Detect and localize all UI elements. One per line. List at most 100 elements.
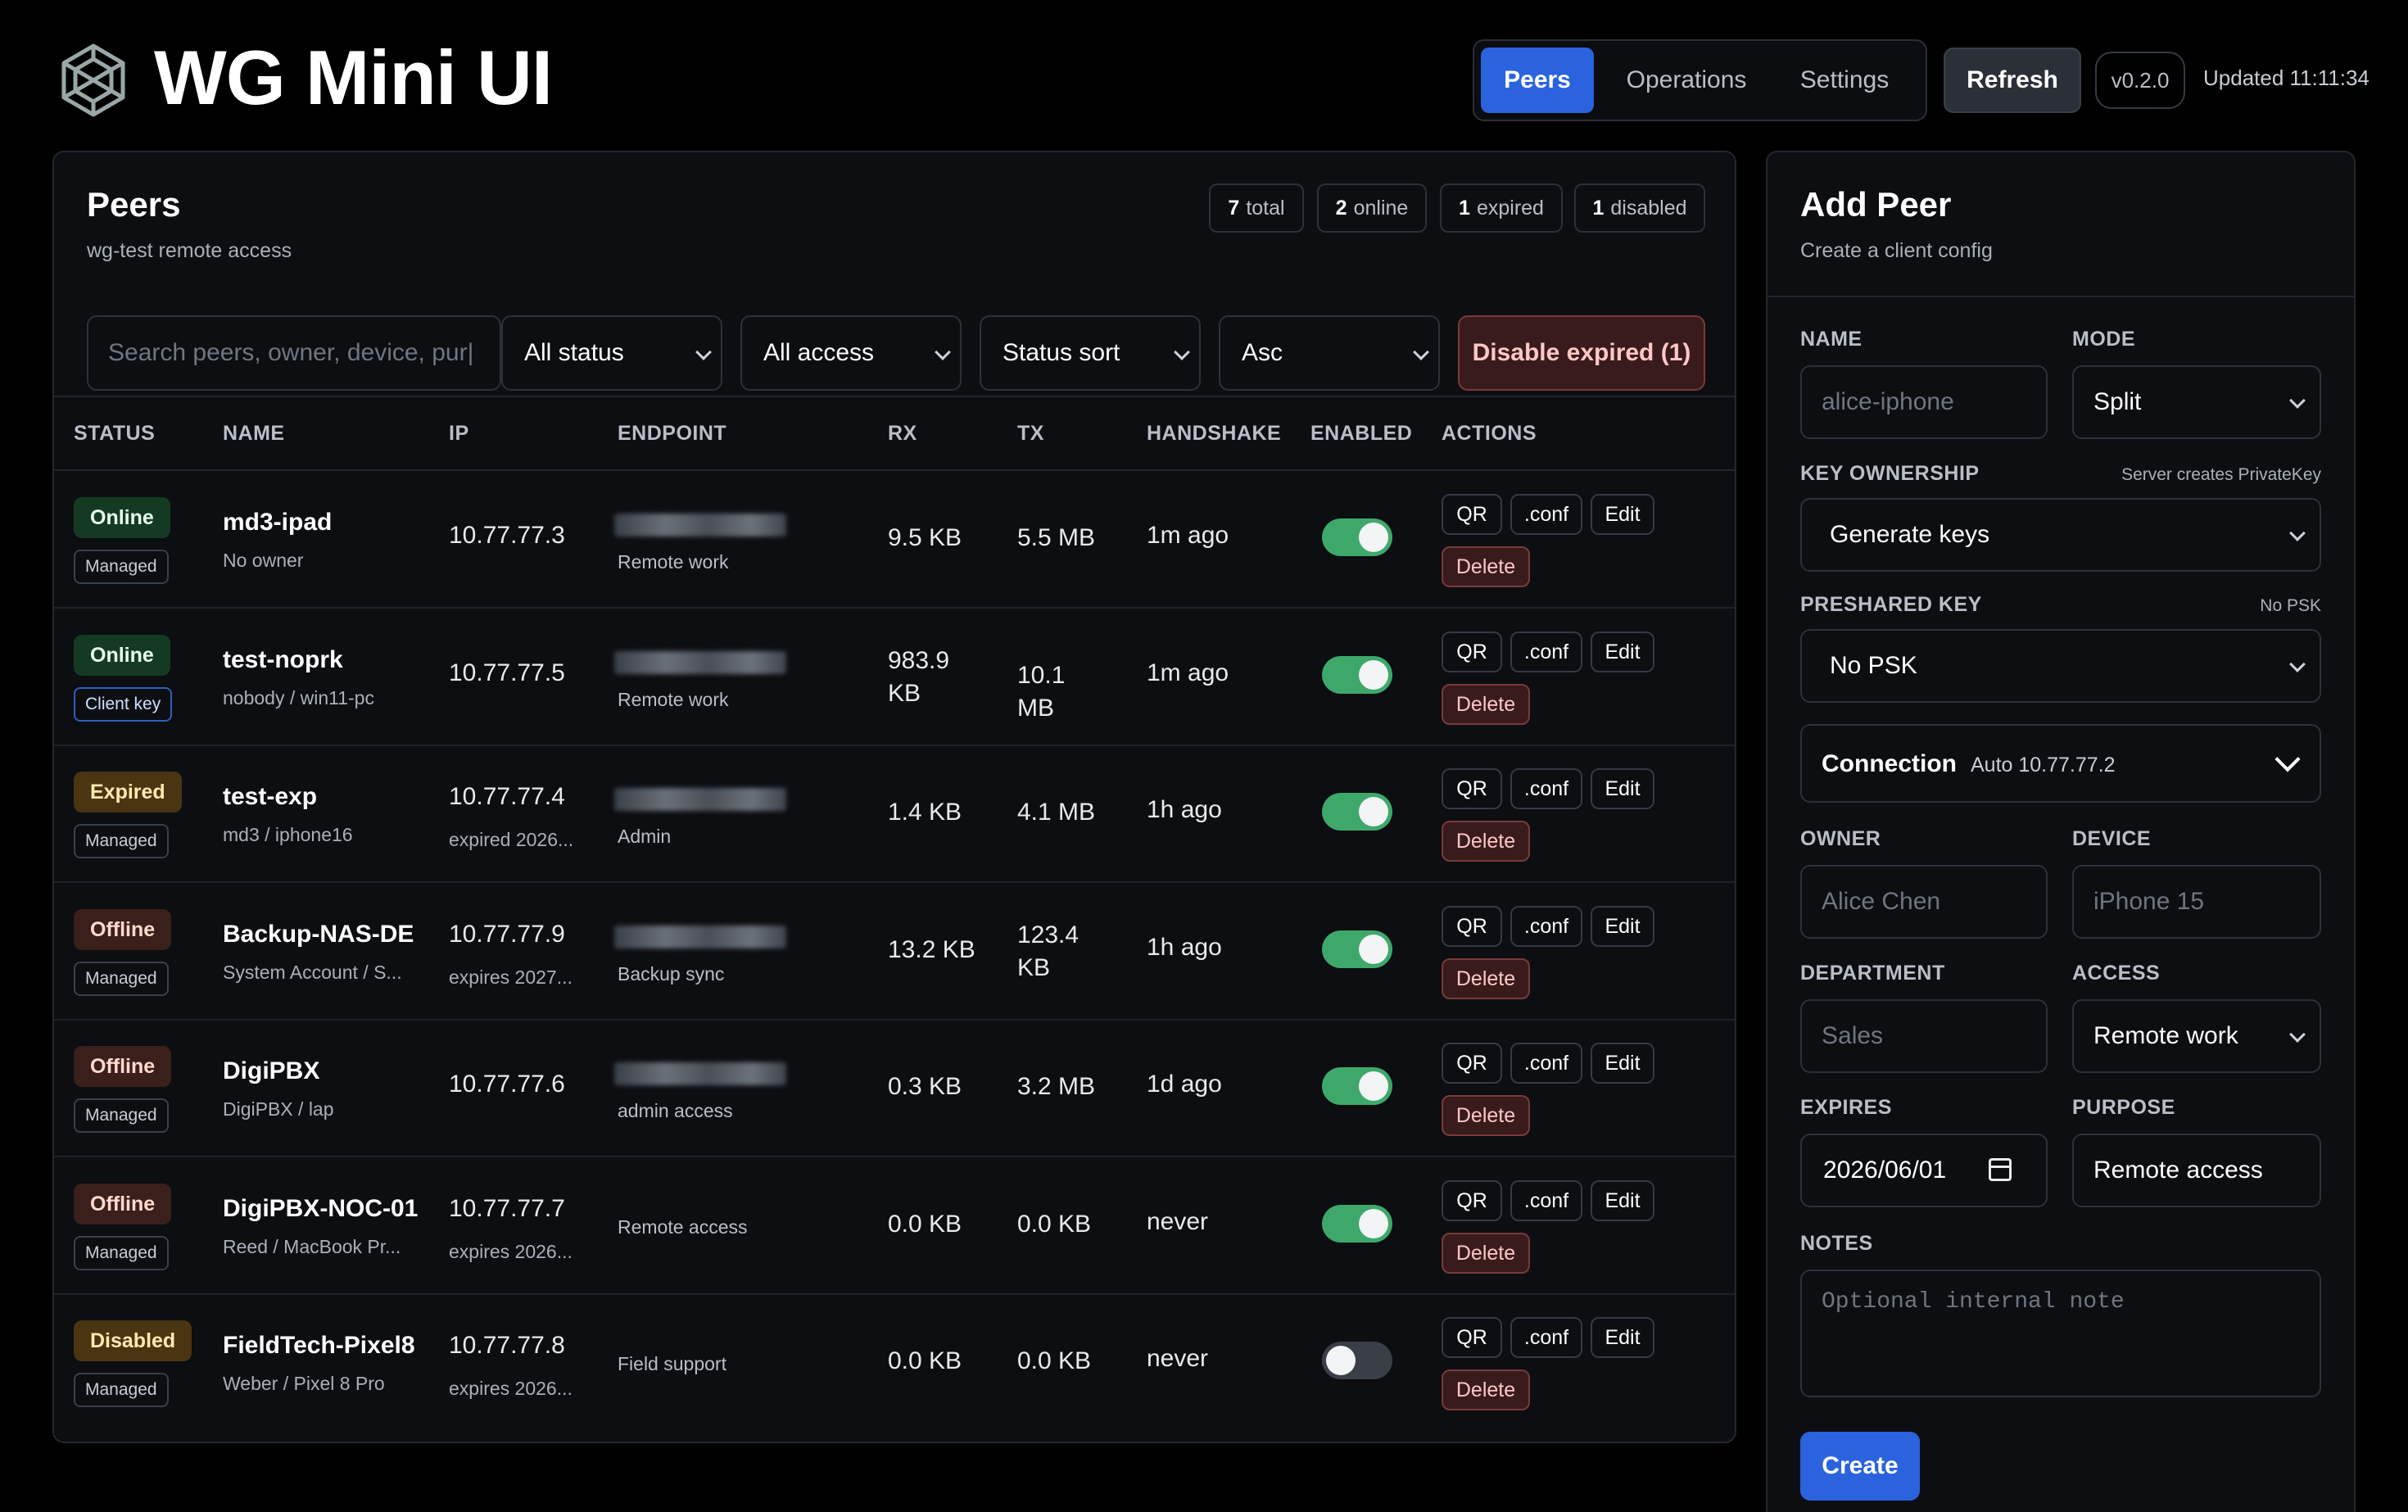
delete-button[interactable]: Delete (1442, 1095, 1530, 1136)
key-ownership-select[interactable]: Generate keys (1800, 498, 2321, 572)
enabled-toggle[interactable] (1322, 518, 1392, 556)
qr-button[interactable]: QR (1442, 905, 1502, 947)
handshake-value: 1m ago (1147, 522, 1229, 549)
chevron-down-icon (935, 344, 951, 360)
qr-button[interactable]: QR (1442, 494, 1502, 535)
download-conf-button[interactable]: .conf (1510, 768, 1582, 809)
connection-title: Connection (1822, 750, 1957, 777)
expires-date-input[interactable]: 2026/06/01 (1800, 1134, 2048, 1207)
qr-button[interactable]: QR (1442, 1043, 1502, 1084)
department-input[interactable]: Sales (1800, 999, 2048, 1073)
key-type-badge: Managed (74, 824, 169, 858)
edit-button[interactable]: Edit (1591, 1317, 1654, 1358)
col-tx[interactable]: TX (1017, 422, 1044, 445)
header: WG Mini UI Peers Operations Settings Ref… (0, 0, 2408, 147)
col-name[interactable]: NAME (223, 422, 285, 445)
delete-button[interactable]: Delete (1442, 1232, 1530, 1274)
download-conf-button[interactable]: .conf (1510, 1179, 1582, 1221)
handshake-value: 1h ago (1147, 796, 1222, 823)
nav-operations-tab[interactable]: Operations (1626, 66, 1747, 93)
download-conf-button[interactable]: .conf (1510, 494, 1582, 535)
download-conf-button[interactable]: .conf (1510, 1043, 1582, 1084)
tx-value: 0.0 KB (1017, 1347, 1092, 1374)
peer-name[interactable]: md3-ipad (223, 509, 333, 536)
order-select[interactable]: Asc (1219, 315, 1440, 391)
col-actions: ACTIONS (1442, 422, 1537, 445)
mode-select[interactable]: Split (2072, 365, 2321, 439)
psk-select[interactable]: No PSK (1800, 629, 2321, 703)
status-badge: Online (74, 497, 170, 538)
owner-input[interactable]: Alice Chen (1800, 865, 2048, 939)
enabled-toggle[interactable] (1322, 1067, 1392, 1105)
key-ownership-label: KEY OWNERSHIP (1800, 462, 1980, 485)
qr-button[interactable]: QR (1442, 631, 1502, 672)
status-badge: Offline (74, 1183, 172, 1225)
qr-button[interactable]: QR (1442, 1317, 1502, 1358)
col-handshake[interactable]: HANDSHAKE (1147, 422, 1282, 445)
delete-button[interactable]: Delete (1442, 683, 1530, 725)
edit-button[interactable]: Edit (1591, 1043, 1654, 1084)
peer-name[interactable]: DigiPBX (223, 1057, 320, 1084)
col-ip[interactable]: IP (449, 422, 469, 445)
edit-button[interactable]: Edit (1591, 1179, 1654, 1221)
access-filter-select[interactable]: All access (740, 315, 962, 391)
download-conf-button[interactable]: .conf (1510, 1317, 1582, 1358)
edit-button[interactable]: Edit (1591, 768, 1654, 809)
handshake-value: 1d ago (1147, 1071, 1222, 1098)
download-conf-button[interactable]: .conf (1510, 905, 1582, 947)
download-conf-button[interactable]: .conf (1510, 631, 1582, 672)
key-type-badge: Managed (74, 961, 169, 996)
col-endpoint[interactable]: ENDPOINT (618, 422, 727, 445)
tx-value: 123.4 KB (1017, 921, 1080, 981)
nav-settings-tab[interactable]: Settings (1799, 66, 1890, 93)
rx-value: 13.2 KB (888, 935, 975, 963)
rx-value: 9.5 KB (888, 524, 962, 551)
enabled-toggle[interactable] (1322, 655, 1392, 694)
edit-button[interactable]: Edit (1591, 494, 1654, 535)
device-input[interactable]: iPhone 15 (2072, 865, 2321, 939)
access-select[interactable]: Remote work (2072, 999, 2321, 1073)
refresh-button[interactable]: Refresh (1944, 48, 2081, 113)
col-rx[interactable]: RX (888, 422, 917, 445)
peer-name[interactable]: DigiPBX-NOC-01 (223, 1194, 419, 1222)
peer-name[interactable]: Backup-NAS-DE (223, 920, 414, 948)
edit-button[interactable]: Edit (1591, 631, 1654, 672)
online-count-badge: 2 online (1317, 183, 1427, 233)
peer-ip: 10.77.77.7 (449, 1194, 565, 1222)
peer-name[interactable]: test-exp (223, 783, 318, 810)
status-filter-select[interactable]: All status (501, 315, 722, 391)
enabled-toggle[interactable] (1322, 1342, 1392, 1379)
endpoint-address-redacted (614, 1062, 786, 1085)
delete-button[interactable]: Delete (1442, 821, 1530, 862)
qr-button[interactable]: QR (1442, 1179, 1502, 1221)
tx-value: 3.2 MB (1017, 1073, 1096, 1100)
enabled-toggle[interactable] (1322, 793, 1392, 831)
peers-title: Peers (87, 185, 181, 224)
chevron-down-icon (2289, 1026, 2306, 1043)
purpose-input[interactable]: Remote access (2072, 1134, 2321, 1207)
qr-button[interactable]: QR (1442, 768, 1502, 809)
chevron-down-icon (2289, 525, 2306, 541)
enabled-toggle[interactable] (1322, 930, 1392, 968)
search-input[interactable]: Search peers, owner, device, pur| (87, 315, 501, 391)
notes-textarea[interactable]: Optional internal note (1800, 1270, 2321, 1397)
enabled-toggle[interactable] (1322, 1204, 1392, 1243)
handshake-value: 1m ago (1147, 659, 1229, 686)
peer-name[interactable]: test-noprk (223, 645, 343, 673)
col-enabled[interactable]: ENABLED (1310, 422, 1413, 445)
calendar-icon[interactable] (1989, 1158, 2012, 1181)
peer-ip: 10.77.77.3 (449, 522, 565, 549)
peer-name[interactable]: FieldTech-Pixel8 (223, 1332, 415, 1359)
col-status[interactable]: STATUS (74, 422, 156, 445)
disable-expired-button[interactable]: Disable expired (1) (1458, 315, 1705, 391)
nav-peers-tab[interactable]: Peers (1481, 48, 1594, 113)
filter-bar: Search peers, owner, device, pur| All st… (54, 297, 1735, 397)
delete-button[interactable]: Delete (1442, 957, 1530, 999)
delete-button[interactable]: Delete (1442, 546, 1530, 587)
delete-button[interactable]: Delete (1442, 1369, 1530, 1410)
sort-select[interactable]: Status sort (980, 315, 1201, 391)
connection-section[interactable]: Connection Auto 10.77.77.2 (1800, 724, 2321, 803)
edit-button[interactable]: Edit (1591, 905, 1654, 947)
name-input[interactable]: alice-iphone (1800, 365, 2048, 439)
create-button[interactable]: Create (1800, 1432, 1920, 1501)
